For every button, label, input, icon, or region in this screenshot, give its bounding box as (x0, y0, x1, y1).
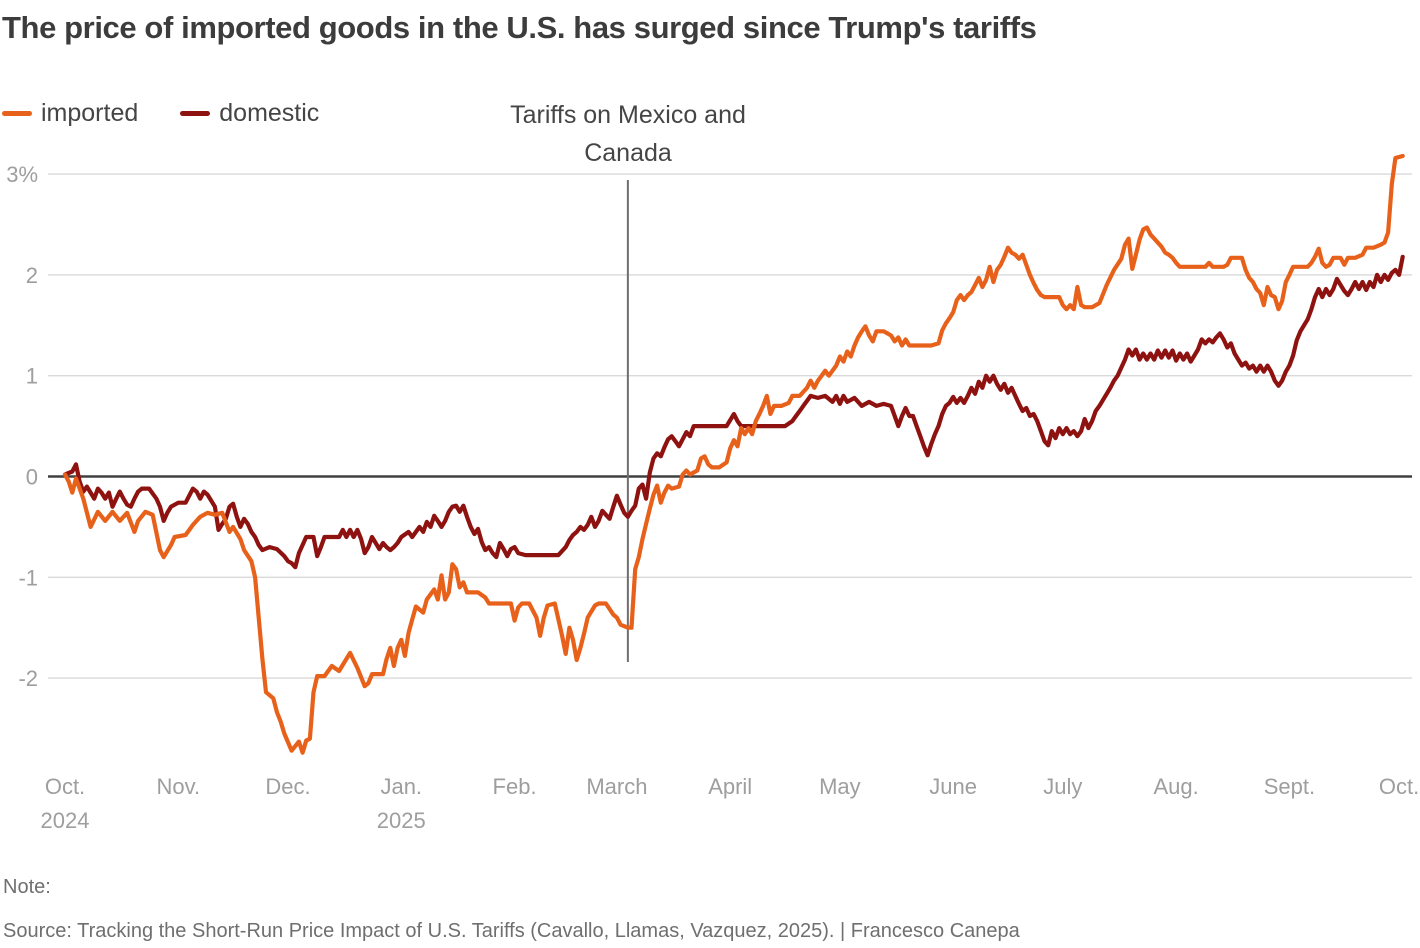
x-tick-label: Feb. (493, 774, 537, 799)
domestic-line-swatch-icon (180, 111, 211, 116)
x-tick-label: Dec. (265, 774, 310, 799)
legend-label-domestic: domestic (219, 99, 320, 127)
chart-title: The price of imported goods in the U.S. … (2, 10, 1037, 45)
y-tick-label: 1 (26, 364, 38, 389)
footer-note: Note: (3, 876, 51, 898)
legend-item-domestic: domestic (180, 99, 319, 128)
x-tick-label: June (929, 774, 977, 799)
x-tick-label: July (1043, 774, 1082, 799)
x-tick-year-label: 2025 (377, 808, 426, 833)
y-tick-label: 0 (26, 465, 38, 490)
x-tick-label: March (586, 774, 647, 799)
legend-item-imported: imported (2, 99, 138, 128)
legend: imported domestic (2, 99, 319, 128)
x-tick-label: May (819, 774, 861, 799)
x-tick-label: Oct. (1379, 774, 1419, 799)
legend-label-imported: imported (41, 99, 139, 127)
x-tick-label: Sept. (1264, 774, 1315, 799)
x-tick-label: Aug. (1153, 774, 1198, 799)
series-line-domestic (62, 254, 1405, 570)
y-tick-label: 3% (6, 162, 38, 187)
series-line-imported (62, 153, 1405, 755)
y-tick-label: -1 (18, 565, 38, 590)
tariff-annotation-label: Tariffs on Mexico and Canada (510, 101, 746, 167)
x-tick-label: Jan. (380, 774, 422, 799)
y-tick-label: 2 (26, 263, 38, 288)
x-tick-label: Nov. (157, 774, 201, 799)
x-tick-label: April (708, 774, 752, 799)
x-tick-label: Oct. (45, 774, 85, 799)
footer-source: Source: Tracking the Short-Run Price Imp… (3, 920, 1020, 942)
x-tick-year-label: 2024 (41, 808, 90, 833)
y-tick-label: -2 (18, 666, 38, 691)
imported-line-swatch-icon (2, 111, 32, 116)
